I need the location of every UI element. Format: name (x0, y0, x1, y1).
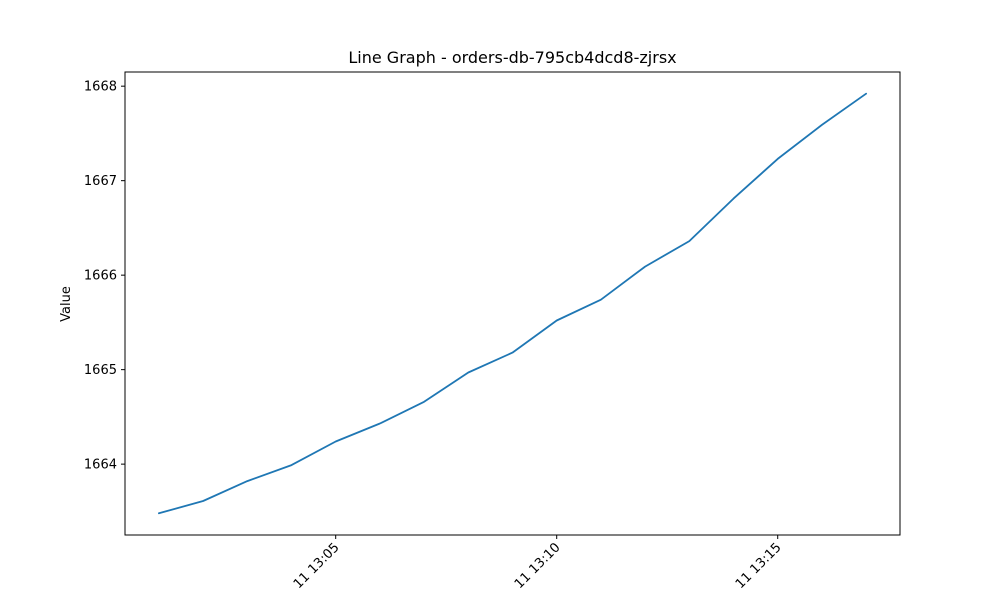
plot-frame (124, 71, 901, 536)
chart-title: Line Graph - orders-db-795cb4dcd8-zjrsx (348, 48, 676, 67)
y-tick-label: 1668 (84, 80, 117, 95)
y-tick-label: 1667 (84, 174, 117, 189)
y-tick-label: 1664 (84, 458, 117, 473)
series-line (157, 92, 867, 515)
y-tick-label: 1665 (84, 363, 117, 378)
y-tick-label: 1666 (84, 269, 117, 284)
y-axis-label: Value (59, 286, 74, 322)
